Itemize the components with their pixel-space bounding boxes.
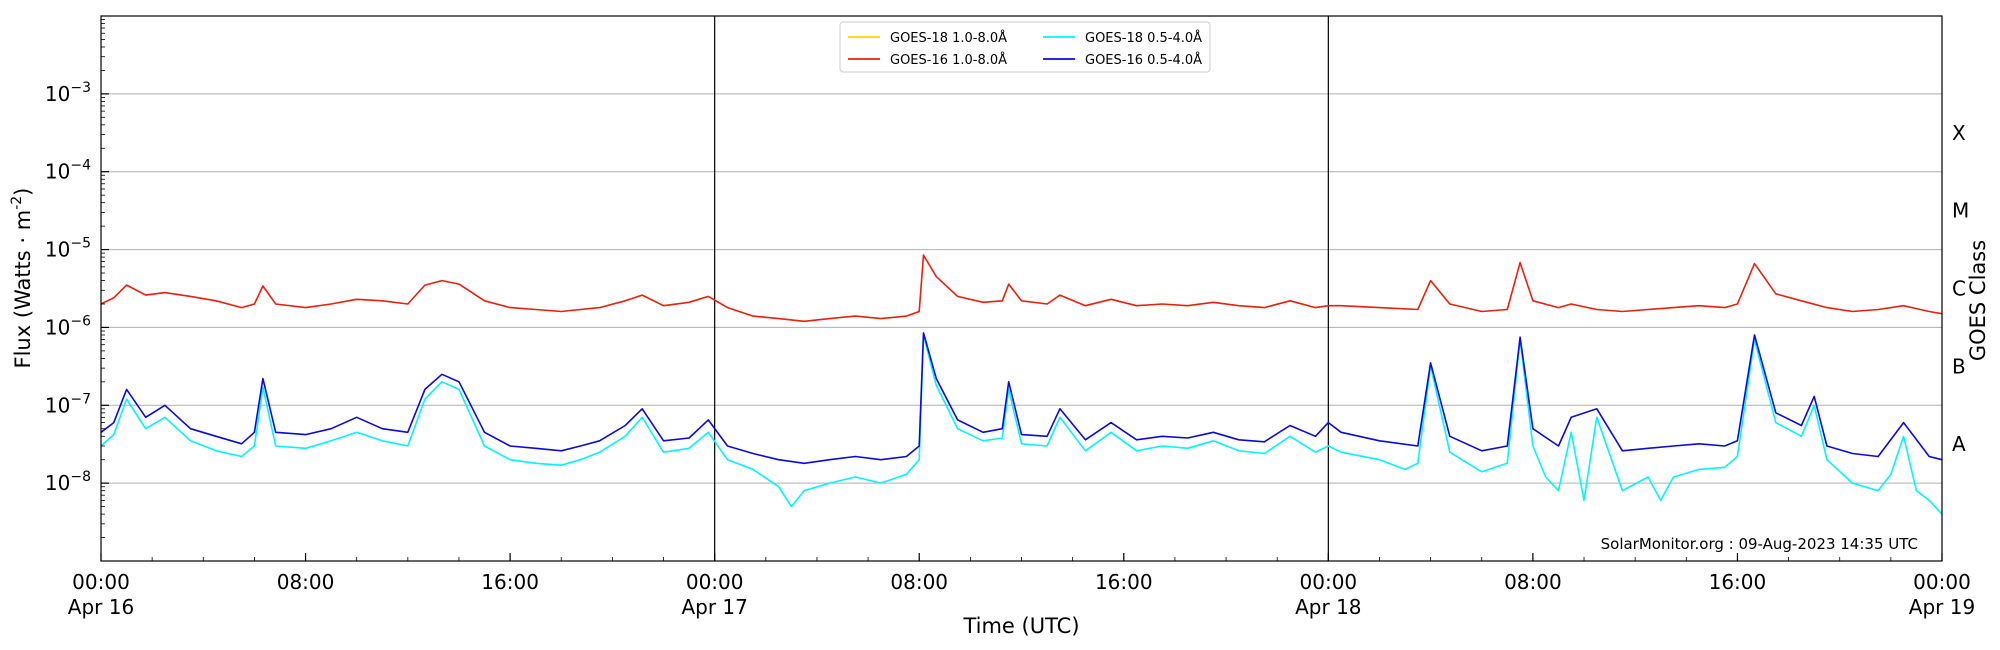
x-tick-label-date: Apr 16 <box>68 595 134 619</box>
credit-text: SolarMonitor.org : 09-Aug-2023 14:35 UTC <box>1601 535 1918 553</box>
y-tick-exponent: −4 <box>70 158 91 174</box>
y-tick-label: 10−3 <box>45 80 91 106</box>
y-axis-title-close: ) <box>11 188 35 196</box>
x-tick-label-date: Apr 19 <box>1909 595 1975 619</box>
series-line-1 <box>100 254 1943 323</box>
y-axis-title: Flux (Watts · m-2) <box>9 188 35 369</box>
x-axis-title: Time (UTC) <box>962 614 1079 638</box>
x-tick-label-date: Apr 18 <box>1295 595 1361 619</box>
x-tick-label-time: 08:00 <box>277 570 335 594</box>
series-lines <box>100 254 1943 515</box>
y-axis-title-superscript: -2 <box>9 196 25 210</box>
y-tick-label: 10−5 <box>45 236 91 262</box>
goes-class-m: M <box>1952 199 1969 223</box>
y-tick-label: 10−6 <box>45 313 91 339</box>
legend-label: GOES-18 0.5-4.0Å <box>1085 30 1202 46</box>
y-tick-base: 10 <box>45 238 70 262</box>
legend: GOES-18 1.0-8.0Å GOES-16 1.0-8.0Å GOES-18 … <box>839 21 1211 73</box>
y-tick-label: 10−8 <box>45 469 91 495</box>
y-tick-label: 10−4 <box>45 158 91 184</box>
day-separators <box>714 16 1329 561</box>
goes-class-b: B <box>1952 354 1966 378</box>
y-tick-exponent: −3 <box>70 80 91 96</box>
y-tick-base: 10 <box>45 160 70 184</box>
x-tick-label-time: 08:00 <box>1504 570 1562 594</box>
legend-label: GOES-16 0.5-4.0Å <box>1085 52 1202 68</box>
legend-label: GOES-18 1.0-8.0Å <box>890 30 1007 46</box>
x-tick-label-time: 00:00 <box>1300 570 1358 594</box>
x-tick-label-time: 16:00 <box>1709 570 1767 594</box>
y-tick-exponent: −6 <box>70 313 91 329</box>
y-axis-title-main: Flux (Watts · m <box>11 210 35 369</box>
x-tick-label-time: 00:00 <box>72 570 130 594</box>
series-line-3 <box>100 332 1943 465</box>
x-tick-label-time: 00:00 <box>686 570 744 594</box>
goes-class-labels: A B C M X <box>1952 121 1969 456</box>
legend-box <box>839 21 1211 73</box>
goes-class-a: A <box>1952 432 1966 456</box>
x-tick-label-date: Apr 17 <box>681 595 747 619</box>
y2-axis-title: GOES Class <box>1966 240 1990 361</box>
y-tick-exponent: −5 <box>70 236 91 252</box>
y-tick-base: 10 <box>45 471 70 495</box>
goes-class-c: C <box>1952 277 1966 301</box>
legend-items: GOES-18 1.0-8.0Å GOES-16 1.0-8.0Å GOES-18 … <box>848 30 1202 68</box>
y-tick-exponent: −7 <box>70 391 91 407</box>
x-tick-label-time: 00:00 <box>1913 570 1971 594</box>
y-tick-base: 10 <box>45 82 70 106</box>
legend-label: GOES-16 1.0-8.0Å <box>890 52 1007 68</box>
x-tick-label-time: 16:00 <box>1095 570 1153 594</box>
x-tick-label-time: 08:00 <box>890 570 948 594</box>
y-tick-label: 10−7 <box>45 391 91 417</box>
y-tick-base: 10 <box>45 315 70 339</box>
goes-class-x: X <box>1952 121 1966 145</box>
grid-lines <box>101 93 1942 484</box>
series-line-2 <box>100 334 1943 515</box>
x-tick-label-time: 16:00 <box>481 570 539 594</box>
y-tick-exponent: −8 <box>70 469 91 485</box>
y-tick-base: 10 <box>45 393 70 417</box>
